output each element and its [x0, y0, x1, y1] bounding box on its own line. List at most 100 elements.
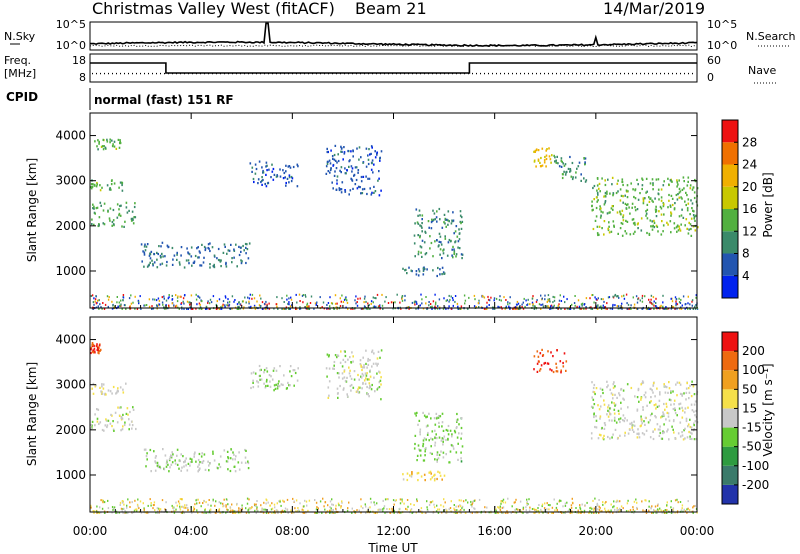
colorbar-swatch [722, 231, 738, 254]
colorbar-tick-label: -100 [742, 459, 769, 473]
scatter-region [402, 470, 446, 482]
x-tick-label: 12:00 [376, 524, 411, 538]
y-tick-label: 2000 [55, 423, 86, 437]
scatter-region [553, 154, 588, 183]
velocity-colorbar-label: Velocity [m s⁻¹] [761, 363, 775, 456]
scatter-region [249, 160, 299, 188]
colorbar-tick-label: 24 [742, 158, 757, 172]
sky-right-tick-top: 10^5 [707, 18, 737, 31]
freq-left-tick-bottom: 8 [79, 71, 86, 84]
colorbar-tick-label: 16 [742, 202, 757, 216]
power-ylabel: Slant Range [km] [25, 158, 39, 262]
velocity-frame [89, 316, 698, 513]
velocity-panel: 4000 3000 2000 1000 Slant Range [km] 200 100… [25, 316, 775, 514]
x-tick-label: 00:00 [680, 524, 715, 538]
colorbar-tick-label: 12 [742, 224, 757, 238]
colorbar-swatch [722, 389, 738, 409]
colorbar-tick-label: 100 [742, 363, 765, 377]
colorbar-swatch [722, 427, 738, 447]
y-tick-label: 3000 [55, 378, 86, 392]
scatter-region [90, 406, 137, 432]
y-tick-label: 4000 [55, 129, 86, 143]
velocity-ylabel: Slant Range [km] [25, 362, 39, 466]
sky-noise-line [90, 22, 698, 48]
colorbar-tick-label: -15 [742, 421, 762, 435]
freq-line [90, 62, 697, 74]
y-tick-label: 2000 [55, 219, 86, 233]
colorbar-tick-label: -200 [742, 478, 769, 492]
colorbar-swatch [722, 465, 738, 485]
y-tick-label: 1000 [55, 264, 86, 278]
scatter-region [590, 380, 699, 441]
scatter-region [90, 342, 102, 355]
colorbar-swatch [722, 142, 738, 165]
colorbar-swatch [722, 408, 738, 428]
scatter-region [413, 207, 464, 260]
freq-frame [89, 53, 698, 83]
scatter-region [140, 241, 251, 269]
scatter-region [325, 144, 383, 197]
colorbar-frame [721, 331, 739, 505]
colorbar-tick-label: 50 [742, 382, 757, 396]
scatter-region [533, 348, 568, 374]
colorbar-swatch [722, 446, 738, 466]
scatter-region [94, 138, 122, 151]
colorbar-swatch [722, 370, 738, 390]
colorbar-swatch [722, 186, 738, 209]
freq-panel: Freq. [MHz] 18 8 60 0 Nave [4, 53, 776, 84]
station-title: Christmas Valley West (fitACF) [92, 0, 335, 18]
x-tick-label: 20:00 [579, 524, 614, 538]
x-tick-label: 08:00 [275, 524, 310, 538]
cpid-mode: normal (fast) 151 RF [94, 93, 234, 107]
colorbar-swatch [722, 332, 738, 352]
scatter-region [91, 382, 127, 396]
power-marks [90, 138, 699, 310]
colorbar-swatch [722, 484, 738, 504]
sky-right-tick-bottom: 10^0 [707, 39, 737, 52]
x-tick-label: 16:00 [477, 524, 512, 538]
y-tick-label: 3000 [55, 174, 86, 188]
sky-panel: N.Sky 10^5 10^0 10^5 10^0 N.Search [4, 18, 796, 52]
sky-left-tick-bottom: 10^0 [56, 39, 86, 52]
colorbar-tick-label: 20 [742, 180, 757, 194]
colorbar-tick-label: 4 [742, 269, 750, 283]
colorbar-swatch [722, 253, 738, 276]
colorbar-swatch [722, 351, 738, 371]
date-title: 14/Mar/2019 [603, 0, 705, 18]
colorbar-tick-label: 200 [742, 344, 765, 358]
beam-title: Beam 21 [355, 0, 427, 18]
colorbar-tick-label: 8 [742, 247, 750, 261]
scatter-region [591, 176, 699, 237]
search-noise-line [89, 44, 698, 48]
scatter-region [143, 448, 250, 473]
sky-frame [89, 21, 698, 51]
power-yticks: 4000 3000 2000 1000 [55, 129, 697, 278]
scatter-region [325, 349, 383, 401]
freq-right-tick-top: 60 [707, 54, 721, 67]
y-tick-label: 1000 [55, 468, 86, 482]
power-colorbar-label: Power [dB] [761, 172, 775, 237]
sky-left-tick-top: 10^5 [56, 18, 86, 31]
colorbar-swatch [722, 164, 738, 187]
freq-label-2: [MHz] [4, 67, 36, 80]
colorbar-tick-label: 28 [742, 135, 757, 149]
colorbar-tick-label: 15 [742, 401, 757, 415]
power-panel: 4000 3000 2000 1000 Slant Range [km] 28 24 20… [25, 112, 775, 310]
freq-left-tick-top: 18 [72, 54, 86, 67]
colorbar-swatch [722, 209, 738, 232]
scatter-region [533, 147, 553, 168]
colorbar-swatch [722, 275, 738, 298]
colorbar-swatch [722, 120, 738, 143]
velocity-colorbar: 200 100 50 15 -15 -50 -100 -200 [721, 331, 769, 505]
power-colorbar: 28 24 20 16 12 8 4 [721, 119, 757, 299]
velocity-marks [90, 342, 699, 514]
velocity-yticks: 4000 3000 2000 1000 [55, 333, 697, 482]
sky-right-label: N.Search [746, 30, 796, 43]
y-tick-label: 4000 [55, 333, 86, 347]
cpid-label: CPID [6, 90, 38, 104]
x-axis-ticks: 00:00 04:00 08:00 12:00 16:00 20:00 00:00 [73, 113, 715, 538]
colorbar-tick-label: -50 [742, 440, 762, 454]
sky-left-label: N.Sky [4, 30, 36, 43]
scatter-region [90, 179, 124, 192]
